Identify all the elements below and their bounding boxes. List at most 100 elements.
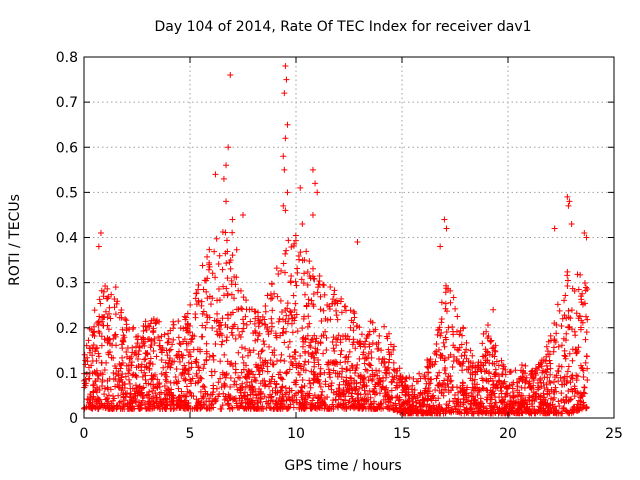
data-point — [311, 392, 318, 399]
data-point — [286, 385, 293, 392]
data-point — [558, 390, 565, 397]
data-point — [336, 381, 343, 388]
data-point — [155, 334, 162, 341]
data-point — [408, 404, 415, 411]
data-point — [215, 286, 222, 293]
data-point — [238, 400, 245, 407]
data-point — [88, 362, 95, 369]
data-point — [390, 347, 397, 354]
data-point — [99, 376, 106, 383]
data-point — [332, 396, 339, 403]
data-point — [94, 385, 101, 392]
data-point — [304, 281, 311, 288]
data-point — [308, 368, 315, 375]
data-point — [158, 370, 165, 377]
data-point — [483, 396, 490, 403]
data-point — [495, 378, 502, 385]
data-point — [156, 318, 163, 325]
data-point — [526, 394, 533, 401]
data-point — [534, 380, 541, 387]
data-point — [386, 356, 393, 363]
data-point — [282, 250, 289, 257]
data-point — [487, 400, 494, 407]
data-point — [229, 332, 236, 339]
data-point — [308, 297, 315, 304]
data-point — [427, 356, 434, 363]
data-point — [125, 370, 132, 377]
data-point — [566, 410, 573, 417]
data-point — [206, 259, 213, 266]
data-point — [306, 258, 313, 265]
data-point — [443, 225, 450, 232]
data-point — [211, 248, 218, 255]
data-point — [310, 303, 317, 310]
data-point — [176, 358, 183, 365]
data-point — [192, 295, 199, 302]
data-point — [268, 376, 275, 383]
data-point — [281, 90, 288, 97]
data-point — [156, 405, 163, 412]
data-point — [317, 383, 324, 390]
data-point — [269, 361, 276, 368]
data-point — [279, 376, 286, 383]
data-point — [173, 366, 180, 373]
data-point — [467, 375, 474, 382]
data-point — [219, 266, 226, 273]
data-point — [443, 336, 450, 343]
data-point — [435, 382, 442, 389]
data-point — [203, 348, 210, 355]
data-point — [545, 409, 552, 416]
data-point — [310, 291, 317, 298]
data-point — [545, 338, 552, 345]
data-point — [252, 337, 259, 344]
data-point — [328, 382, 335, 389]
data-point — [577, 362, 584, 369]
data-point — [565, 307, 572, 314]
data-point — [281, 357, 288, 364]
data-point — [210, 356, 217, 363]
data-point — [239, 328, 246, 335]
data-point — [183, 400, 190, 407]
data-point — [81, 404, 88, 411]
data-point — [447, 299, 454, 306]
data-point — [154, 403, 161, 410]
data-point — [406, 401, 413, 408]
data-point — [368, 349, 375, 356]
data-point — [348, 317, 355, 324]
data-point — [472, 369, 479, 376]
data-point — [291, 306, 298, 313]
data-point — [441, 357, 448, 364]
data-point — [269, 323, 276, 330]
data-point — [229, 252, 236, 259]
y-tick-label: 0.3 — [56, 276, 78, 292]
data-point — [124, 389, 131, 396]
data-point — [175, 394, 182, 401]
data-point — [193, 301, 200, 308]
data-point — [352, 387, 359, 394]
data-point — [331, 300, 338, 307]
data-point — [242, 383, 249, 390]
data-point — [510, 409, 517, 416]
data-point — [277, 332, 284, 339]
data-point — [342, 335, 349, 342]
data-point — [290, 292, 297, 299]
data-point — [531, 407, 538, 414]
data-point — [356, 355, 363, 362]
data-point — [129, 385, 136, 392]
data-point — [105, 351, 112, 358]
data-point — [119, 359, 126, 366]
data-point — [563, 380, 570, 387]
data-point — [524, 403, 531, 410]
data-point — [209, 352, 216, 359]
data-point — [165, 386, 172, 393]
data-point — [337, 351, 344, 358]
data-point — [333, 297, 340, 304]
chart-title: Day 104 of 2014, Rate Of TEC Index for r… — [154, 19, 531, 35]
data-point — [341, 390, 348, 397]
data-point — [304, 332, 311, 339]
data-point — [143, 392, 150, 399]
data-point — [359, 396, 366, 403]
data-point — [463, 355, 470, 362]
data-point — [488, 337, 495, 344]
data-point — [343, 378, 350, 385]
